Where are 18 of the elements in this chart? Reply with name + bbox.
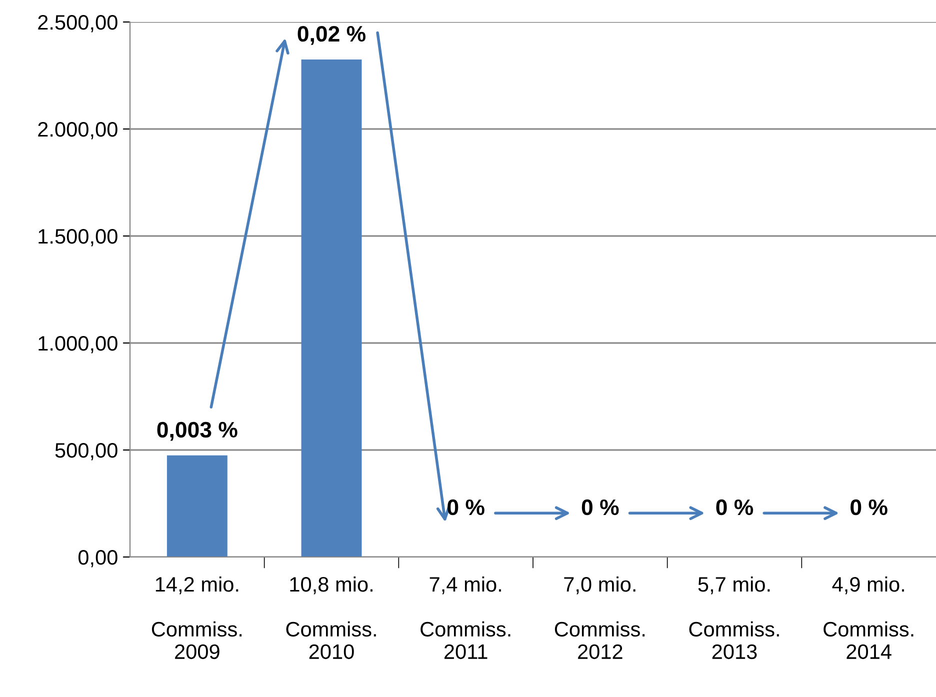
y-tick-label: 1.000,00: [38, 336, 118, 354]
annotation: 0,003 %: [157, 422, 238, 441]
category-label: 4,9 mio. Commiss. 2014: [824, 576, 914, 660]
y-tick-label: 500,00: [55, 443, 118, 460]
annotation: 0,02 %: [298, 26, 366, 45]
annotation: 0 %: [582, 499, 619, 516]
y-tick-label: 0,00: [78, 550, 118, 568]
category-label: 7,0 mio. Commiss. 2012: [554, 576, 645, 660]
y-tick-label: 1.500,00: [38, 229, 118, 246]
category-label: 7,4 mio. Commiss. 2011: [420, 576, 510, 660]
category-label: 5,7 mio. Commiss. 2013: [689, 576, 779, 660]
y-tick-label: 2.000,00: [38, 122, 118, 140]
annotation: 0 %: [448, 499, 484, 516]
y-tick-label: 2.500,00: [38, 15, 118, 32]
category-label: 10,8 mio. Commiss. 2010: [286, 576, 376, 660]
annotation: 0 %: [850, 499, 888, 516]
category-label: 14,2 mio. Commiss. 2009: [152, 576, 242, 660]
annotation: 0 %: [716, 499, 754, 516]
